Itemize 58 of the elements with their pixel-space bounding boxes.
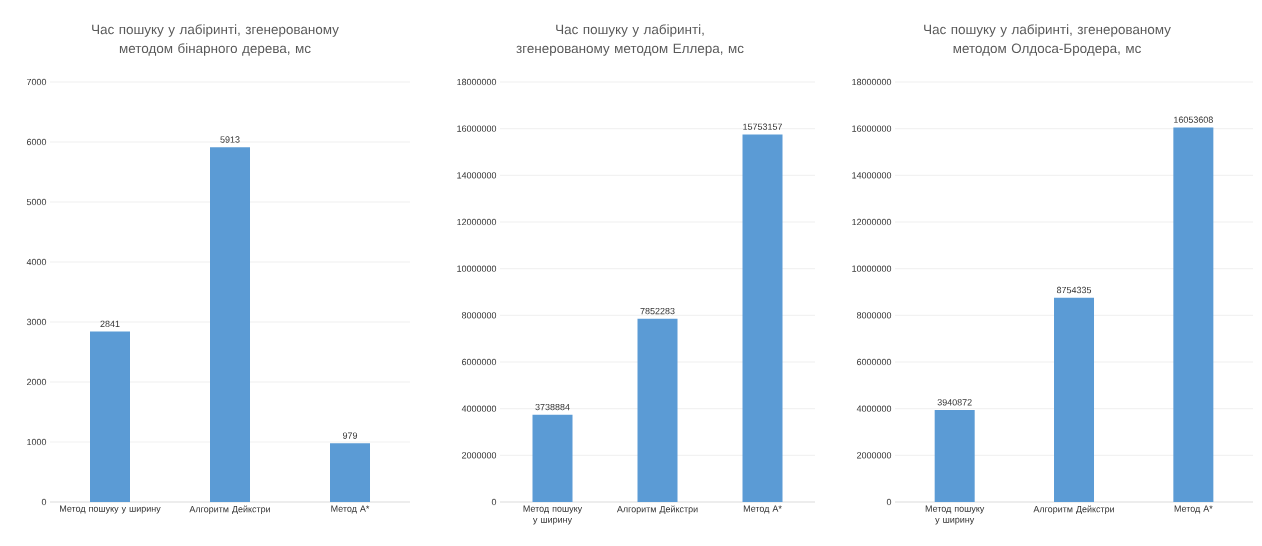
data-label: 3738884: [535, 403, 570, 411]
data-label: 2841: [100, 320, 120, 328]
data-label: 7852283: [640, 307, 675, 315]
y-tick-label: 4000000: [461, 405, 497, 412]
x-tick-label: Алгоритм Дейкстри: [1033, 505, 1114, 515]
data-label: 8754335: [1056, 286, 1092, 294]
y-tick-label: 0: [491, 498, 497, 506]
y-tick-label: 12000000: [852, 218, 892, 226]
data-label: 5913: [220, 136, 240, 143]
y-tick-label: 5000: [26, 198, 47, 206]
chart-title: Час пошуку у лабіринті, згенерованому методом Еллера, мс: [516, 24, 744, 56]
bar: [742, 134, 783, 502]
bar: [637, 318, 678, 502]
bar: [330, 443, 370, 502]
y-tick-label: 7000: [26, 78, 47, 86]
bar: [1054, 297, 1095, 502]
y-tick-label: 2000: [26, 378, 47, 386]
y-tick-label: 18000000: [852, 78, 892, 86]
chart-title: Час пошуку у лабіринті, згенерованому методом Олдоса-Бродера, мс: [924, 24, 1171, 56]
y-tick-label: 4000000: [856, 405, 892, 412]
bar: [90, 331, 130, 502]
x-tick-label: Алгоритм Дейкстри: [189, 505, 270, 515]
y-tick-label: 2000000: [857, 452, 892, 459]
x-tick-label: Метод пошуку у ширину: [60, 505, 161, 514]
y-tick-label: 3000: [26, 318, 47, 326]
y-tick-label: 10000000: [852, 265, 892, 272]
y-tick-label: 6000000: [857, 358, 892, 366]
chart-title: Час пошуку у лабіринті, згенерованому методом бінарного дерева, мс: [92, 24, 339, 56]
x-tick-label: Метод пошуку у ширину: [523, 505, 583, 525]
x-tick-label: Метод пошуку у ширину: [925, 505, 985, 525]
y-tick-label: 14000000: [852, 172, 892, 179]
bar: [934, 410, 975, 502]
x-tick-label: Метод A*: [331, 505, 370, 514]
y-tick-label: 10000000: [457, 265, 497, 272]
y-tick-label: 2000000: [462, 452, 497, 459]
bar: [210, 147, 250, 502]
x-tick-label: Алгоритм Дейкстри: [616, 505, 698, 515]
x-tick-label: Метод A*: [743, 505, 782, 514]
y-tick-label: 16000000: [852, 125, 892, 132]
bar: [532, 414, 573, 502]
data-label: 979: [342, 432, 358, 439]
y-tick-label: 6000: [26, 138, 47, 146]
y-tick-label: 6000000: [462, 358, 497, 366]
data-label: 15753157: [743, 123, 782, 130]
y-tick-label: 14000000: [457, 172, 497, 179]
y-tick-label: 12000000: [457, 218, 497, 226]
data-label: 16053608: [1174, 116, 1213, 123]
y-tick-label: 0: [886, 498, 892, 506]
bar: [1173, 127, 1214, 502]
data-label: 3940872: [937, 399, 972, 406]
y-tick-label: 8000000: [461, 312, 497, 319]
y-tick-label: 8000000: [856, 312, 892, 319]
y-tick-label: 0: [41, 498, 47, 506]
y-tick-label: 1000: [27, 438, 47, 446]
y-tick-label: 16000000: [457, 125, 497, 132]
y-tick-label: 18000000: [457, 78, 497, 86]
x-tick-label: Метод A*: [1174, 505, 1213, 514]
y-tick-label: 4000: [26, 258, 47, 266]
